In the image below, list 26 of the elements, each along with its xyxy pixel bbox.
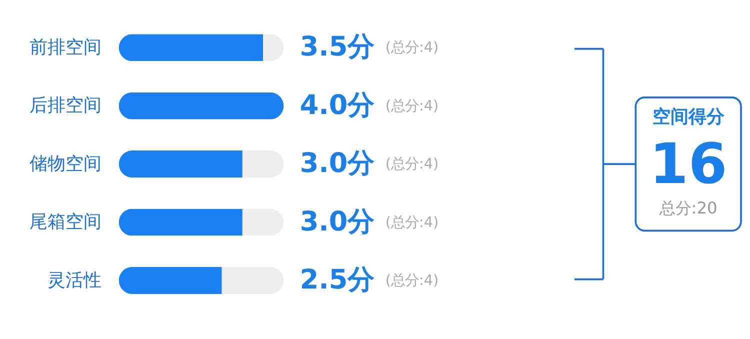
y-tick-label: 灵活性 bbox=[47, 270, 102, 291]
text: (总分:4) bbox=[385, 40, 439, 56]
text: 总分:20 bbox=[658, 198, 718, 218]
bar bbox=[242, 150, 284, 178]
data-label: 3.5分 bbox=[300, 32, 376, 63]
text: 空间得分 bbox=[652, 106, 726, 128]
bar bbox=[118, 208, 242, 236]
data-label: 3.0分 bbox=[300, 148, 376, 180]
data-label: 4.0分 bbox=[300, 90, 376, 121]
bar bbox=[222, 266, 284, 294]
text: (总分:4) bbox=[385, 98, 439, 114]
text: (总分:4) bbox=[385, 156, 439, 173]
y-tick-label: 储物空间 bbox=[29, 153, 102, 174]
y-tick-label: 前排空间 bbox=[29, 37, 102, 58]
data-label: 3.0分 bbox=[300, 206, 376, 238]
text: 16 bbox=[649, 132, 728, 197]
text: (总分:4) bbox=[385, 214, 439, 231]
bar bbox=[118, 150, 242, 178]
bar bbox=[118, 266, 222, 294]
bar bbox=[242, 208, 284, 236]
bar bbox=[118, 92, 284, 120]
data-label: 2.5分 bbox=[300, 264, 376, 296]
bar bbox=[118, 34, 264, 62]
text: (总分:4) bbox=[385, 272, 439, 289]
y-tick-label: 后排空间 bbox=[29, 95, 102, 116]
y-tick-label: 尾箱空间 bbox=[29, 212, 102, 233]
